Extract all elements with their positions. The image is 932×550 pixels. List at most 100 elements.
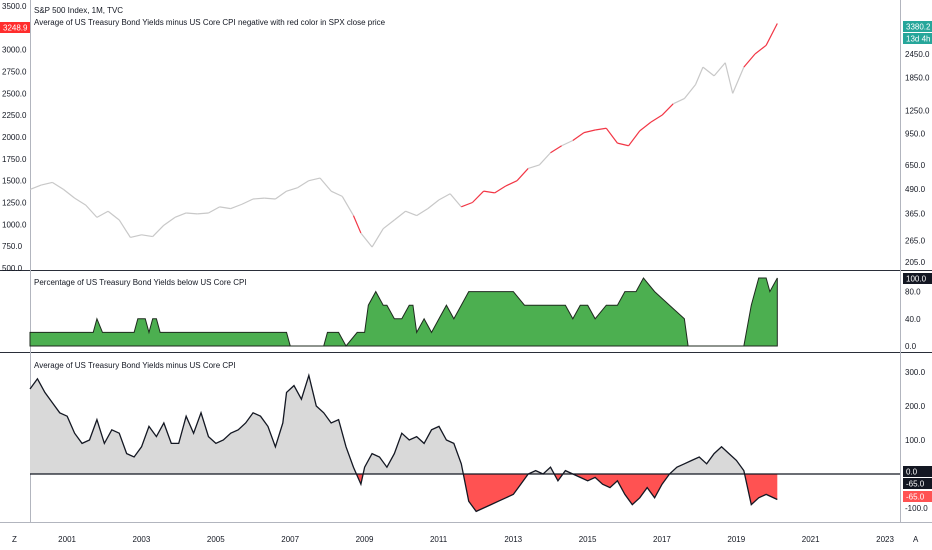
price-segment: [107, 210, 120, 221]
svg-text:0.0: 0.0: [906, 468, 918, 477]
price-segment: [352, 215, 362, 234]
price-segment: [724, 62, 734, 94]
price-segment: [275, 190, 287, 200]
price-segment: [595, 127, 607, 131]
price-segment: [141, 234, 153, 238]
symbol-title: S&P 500 Index, 1M, TVC: [34, 6, 123, 15]
time-axis-label: 2023: [876, 535, 894, 544]
pane2-axis[interactable]: 80.0 40.0 0.0: [905, 288, 921, 351]
time-axis-label: 2017: [653, 535, 671, 544]
pane2-axis-label: 40.0: [905, 315, 921, 324]
price-segment: [538, 152, 551, 166]
average-pane[interactable]: [29, 372, 900, 513]
right-axis-label: 205.0: [905, 258, 926, 267]
price-segment: [163, 216, 176, 226]
pane3-value-badge: -65.0: [903, 478, 932, 489]
time-axis-label: 2011: [430, 535, 448, 544]
right-price-axis[interactable]: 2450.0 1850.0 1250.0 950.0 650.0 490.0 365.0 26…: [905, 50, 930, 267]
left-axis-label: 3500.0: [2, 2, 27, 11]
price-segment: [672, 98, 685, 105]
svg-text:-65.0: -65.0: [906, 493, 925, 502]
price-segment: [41, 181, 53, 186]
price-segment: [550, 145, 562, 154]
price-segment: [617, 142, 629, 147]
left-price-axis[interactable]: 3500.03250.03000.02750.02500.02250.02000…: [2, 2, 27, 273]
price-segment: [219, 206, 231, 210]
pane3-axis[interactable]: 300.0 200.0 100.0 -100.0: [905, 368, 928, 513]
svg-text:13d 4h: 13d 4h: [906, 35, 930, 44]
right-a-button[interactable]: A: [913, 535, 919, 544]
price-segment: [472, 190, 485, 203]
price-segment: [308, 177, 321, 182]
price-segment: [330, 190, 343, 197]
pane2-title: Percentage of US Treasury Bond Yields be…: [34, 278, 247, 287]
pane2-axis-label: 0.0: [905, 342, 917, 351]
price-segment: [438, 193, 451, 201]
price-segment: [341, 196, 354, 216]
price-segment: [186, 212, 198, 215]
pane3-axis-label: 100.0: [905, 436, 926, 445]
left-price-badge: 3248.9: [0, 22, 30, 33]
right-axis-label: 650.0: [905, 161, 926, 170]
price-segment: [371, 228, 384, 248]
time-axis-label: 2005: [207, 535, 225, 544]
price-pane[interactable]: [29, 23, 778, 248]
pane3-title: Average of US Treasury Bond Yields minus…: [34, 361, 236, 370]
price-segment: [605, 127, 618, 144]
percentage-pane[interactable]: [29, 277, 778, 347]
svg-text:100.0: 100.0: [906, 275, 927, 284]
price-segment: [63, 188, 75, 199]
average-positive-area: [30, 375, 778, 474]
left-axis-label: 3000.0: [2, 46, 27, 55]
time-axis[interactable]: 2001 2003 2005 2007 2009 2011 2013 2015 2017 2019…: [58, 535, 894, 544]
countdown-badge: 13d 4h: [903, 33, 932, 44]
right-axis-label: 1850.0: [905, 74, 930, 83]
price-segment: [427, 199, 440, 210]
price-segment: [152, 224, 165, 237]
left-axis-label: 750.0: [2, 242, 23, 251]
svg-text:3380.2: 3380.2: [906, 23, 931, 32]
time-axis-label: 2003: [133, 535, 151, 544]
time-axis-label: 2013: [504, 535, 522, 544]
price-segment: [743, 53, 756, 68]
price-segment: [96, 210, 109, 218]
study-title: Average of US Treasury Bond Yields minus…: [34, 18, 386, 27]
pane3-zero-badge: 0.0: [903, 466, 932, 477]
price-segment: [118, 219, 131, 238]
pane3-axis-label: 300.0: [905, 368, 926, 377]
left-axis-label: 1250.0: [2, 199, 27, 208]
price-segment: [197, 212, 209, 215]
right-axis-label: 265.0: [905, 236, 926, 245]
svg-text:-65.0: -65.0: [906, 480, 925, 489]
price-segment: [382, 219, 395, 230]
price-segment: [572, 132, 585, 141]
price-segment: [174, 212, 187, 218]
price-segment: [732, 66, 745, 94]
price-segment: [405, 210, 417, 217]
price-segment: [561, 139, 574, 147]
price-segment: [628, 130, 641, 147]
price-segment: [360, 232, 373, 248]
price-segment: [85, 204, 98, 218]
percentage-area: [29, 277, 778, 347]
price-segment: [297, 180, 310, 189]
left-axis-label: 2250.0: [2, 111, 27, 120]
right-axis-label: 2450.0: [905, 50, 930, 59]
price-segment: [264, 197, 276, 200]
price-segment: [694, 66, 704, 85]
price-segment: [702, 66, 715, 77]
price-segment: [319, 177, 332, 192]
time-axis-label: 2015: [579, 535, 597, 544]
left-axis-label: 500.0: [2, 264, 23, 273]
right-axis-label: 1250.0: [905, 106, 930, 115]
price-segment: [661, 103, 674, 116]
left-z-button[interactable]: Z: [12, 535, 17, 544]
price-segment: [393, 210, 406, 221]
price-segment: [650, 114, 663, 123]
price-segment: [253, 197, 265, 200]
price-segment: [416, 208, 429, 217]
price-segment: [583, 129, 596, 134]
right-axis-label: 950.0: [905, 129, 926, 138]
right-axis-label: 365.0: [905, 210, 926, 219]
